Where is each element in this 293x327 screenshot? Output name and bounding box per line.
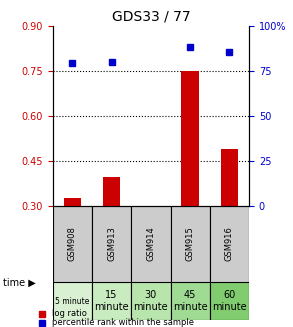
Title: GDS33 / 77: GDS33 / 77 [112, 9, 190, 24]
Text: time ▶: time ▶ [3, 278, 36, 288]
FancyBboxPatch shape [131, 282, 171, 320]
FancyBboxPatch shape [53, 206, 92, 282]
FancyBboxPatch shape [131, 206, 171, 282]
Text: log ratio: log ratio [52, 309, 87, 318]
FancyBboxPatch shape [210, 206, 249, 282]
Text: GSM913: GSM913 [107, 226, 116, 261]
FancyBboxPatch shape [92, 282, 131, 320]
Text: GSM915: GSM915 [186, 226, 195, 261]
Text: percentile rank within the sample: percentile rank within the sample [52, 318, 194, 327]
FancyBboxPatch shape [53, 282, 92, 320]
Text: GSM908: GSM908 [68, 226, 77, 261]
FancyBboxPatch shape [171, 206, 210, 282]
Text: 30
minute: 30 minute [134, 290, 168, 312]
FancyBboxPatch shape [92, 206, 131, 282]
Text: 5 minute: 5 minute [55, 297, 90, 306]
Bar [103, 177, 120, 206]
Bar [64, 198, 81, 206]
FancyBboxPatch shape [171, 282, 210, 320]
FancyBboxPatch shape [210, 282, 249, 320]
Text: GSM916: GSM916 [225, 226, 234, 261]
Bar [181, 71, 199, 206]
Text: 60
minute: 60 minute [212, 290, 247, 312]
Bar [221, 149, 238, 206]
Text: 15
minute: 15 minute [94, 290, 129, 312]
Text: GSM914: GSM914 [146, 226, 155, 261]
Text: 45
minute: 45 minute [173, 290, 207, 312]
